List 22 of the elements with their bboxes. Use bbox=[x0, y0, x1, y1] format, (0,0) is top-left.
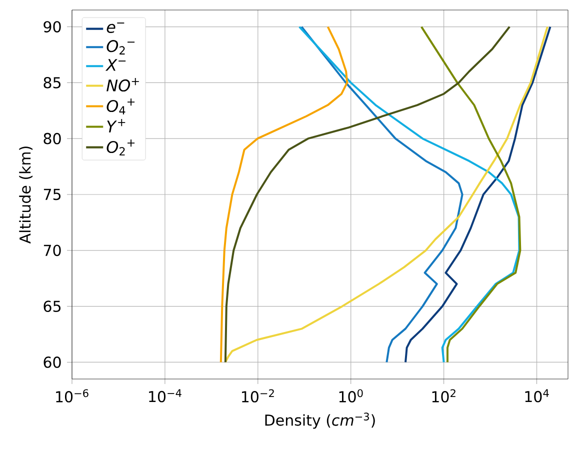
y-tick-label: 80 bbox=[44, 132, 61, 144]
y-tick-label: 90 bbox=[44, 21, 61, 32]
legend-label: e$^{−}$ bbox=[106, 22, 124, 34]
legend-label: Y$^{+}$ bbox=[107, 119, 126, 132]
x-tick-label: 10$^{0}$ bbox=[339, 389, 363, 402]
x-tick-label: 10$^{−6}$ bbox=[56, 389, 88, 402]
x-tick-label: 10$^{2}$ bbox=[432, 389, 456, 402]
x-axis-title: Density (cm$^{−3}$) bbox=[265, 412, 375, 429]
legend-label: O$_{4}$+ bbox=[106, 98, 135, 114]
x-tick-label: 10$^{−2}$ bbox=[242, 389, 274, 402]
y-tick-label: 75 bbox=[44, 188, 60, 200]
legend-label: X$^{−}$ bbox=[105, 59, 126, 71]
y-tick-label: 65 bbox=[44, 300, 60, 312]
y-tick-label: 60 bbox=[44, 356, 61, 368]
legend-label: NO$^{+}$ bbox=[106, 78, 139, 92]
x-tick-label: 10$^{−4}$ bbox=[149, 389, 182, 402]
x-tick-label: 10$^{4}$ bbox=[525, 389, 549, 402]
y-tick-label: 70 bbox=[44, 244, 61, 256]
legend-label: O$_{2}$+ bbox=[106, 140, 135, 156]
legend-label: O$_{2}$− bbox=[106, 40, 135, 54]
y-axis-title: Altitude (km) bbox=[19, 146, 33, 244]
y-tick-label: 85 bbox=[44, 77, 60, 88]
